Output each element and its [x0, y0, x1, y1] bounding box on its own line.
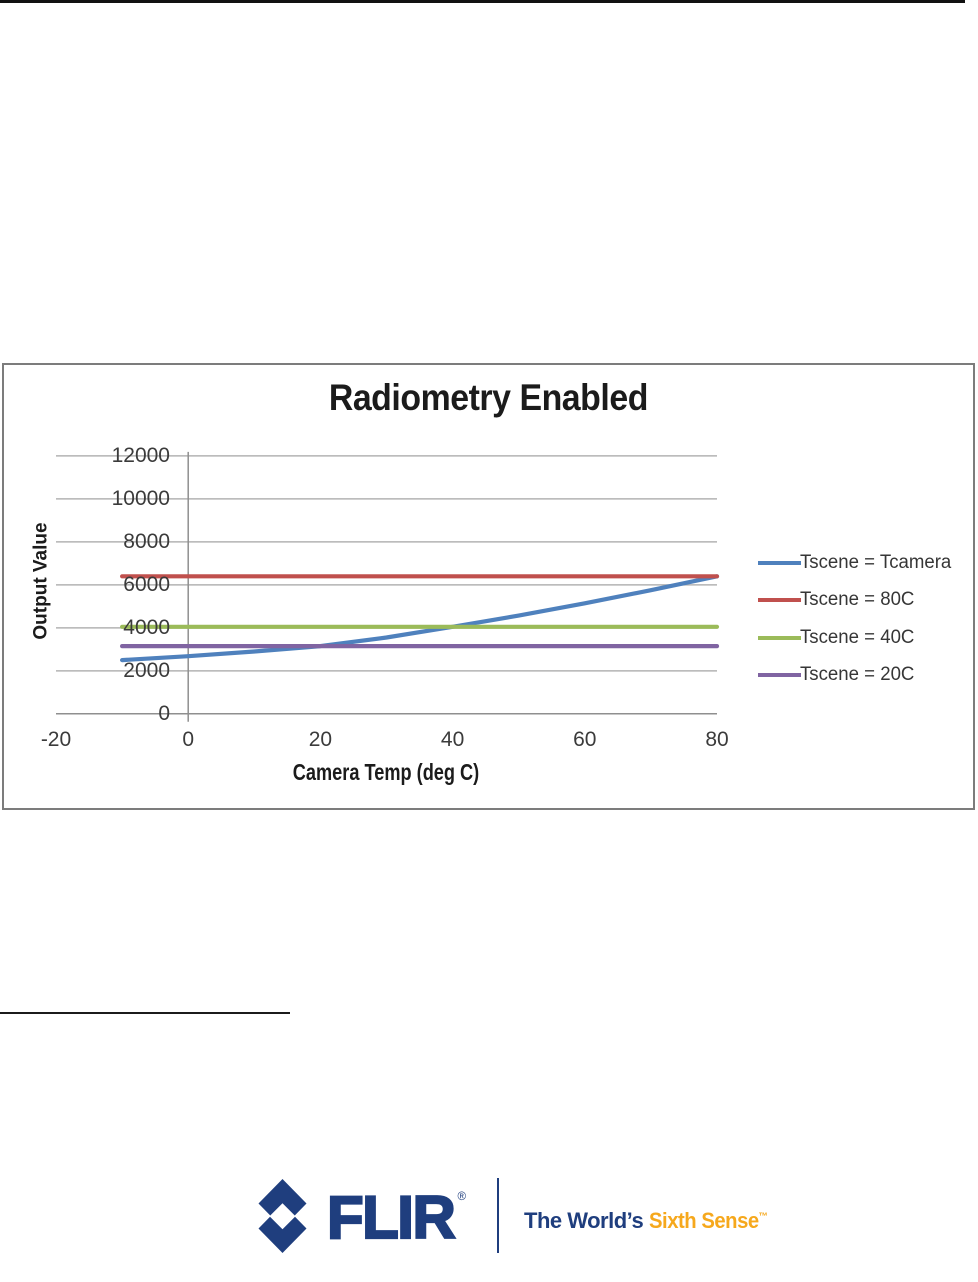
- footer-divider-line: [497, 1178, 500, 1253]
- chart-figure: Radiometry Enabled 12000 10000 8000 6000…: [2, 363, 975, 810]
- legend-label: Tscene = 20C: [800, 663, 915, 685]
- chart-title-text: Radiometry Enabled: [328, 377, 649, 418]
- tagline-right-group: Sixth Sense™: [648, 1207, 768, 1233]
- flir-logo-icon: [258, 1179, 307, 1253]
- x-tick-label: 40: [440, 728, 465, 751]
- x-tick-label: -20: [40, 728, 72, 751]
- x-tick-label: 80: [705, 728, 729, 751]
- y-tick-label: 8000: [123, 530, 170, 554]
- series-line: [120, 574, 720, 663]
- flir-icon-center-diamond: [269, 1203, 296, 1230]
- footer-tagline: The World’s Sixth Sense™: [524, 1207, 778, 1233]
- legend-line-swatch: [758, 635, 801, 640]
- legend-label: Tscene = Tcamera: [800, 551, 952, 573]
- y-tick-label: 10000: [111, 487, 170, 511]
- tagline-highlight: Sixth Sense: [648, 1207, 759, 1233]
- x-tick-label: 20: [308, 728, 333, 751]
- trademark-symbol: ™: [758, 1211, 768, 1223]
- x-tick-label: 60: [573, 728, 597, 751]
- y-tick-label: 12000: [111, 444, 170, 468]
- y-tick-label: 6000: [123, 573, 170, 597]
- y-tick-label: 4000: [123, 616, 170, 640]
- legend-line-swatch: [758, 672, 801, 678]
- footnote-rule: [0, 1011, 290, 1014]
- legend-line-swatch: [758, 598, 801, 603]
- x-axis-title: Camera Temp (deg C): [292, 758, 480, 785]
- plot-area: [56, 451, 720, 722]
- legend-label: Tscene = 40C: [800, 626, 915, 648]
- flir-wordmark: FLIR: [326, 1183, 457, 1251]
- tagline-prefix: The World’s: [524, 1207, 649, 1233]
- registered-trademark-symbol: ®: [457, 1190, 466, 1203]
- x-tick-label: 0: [182, 728, 195, 751]
- header-rule: [0, 0, 965, 4]
- chart-title: Radiometry Enabled: [4, 378, 973, 418]
- y-tick-label: 0: [158, 702, 170, 726]
- legend-line-swatch: [758, 560, 801, 566]
- legend-label: Tscene = 80C: [800, 589, 915, 611]
- y-tick-label: 2000: [123, 659, 170, 683]
